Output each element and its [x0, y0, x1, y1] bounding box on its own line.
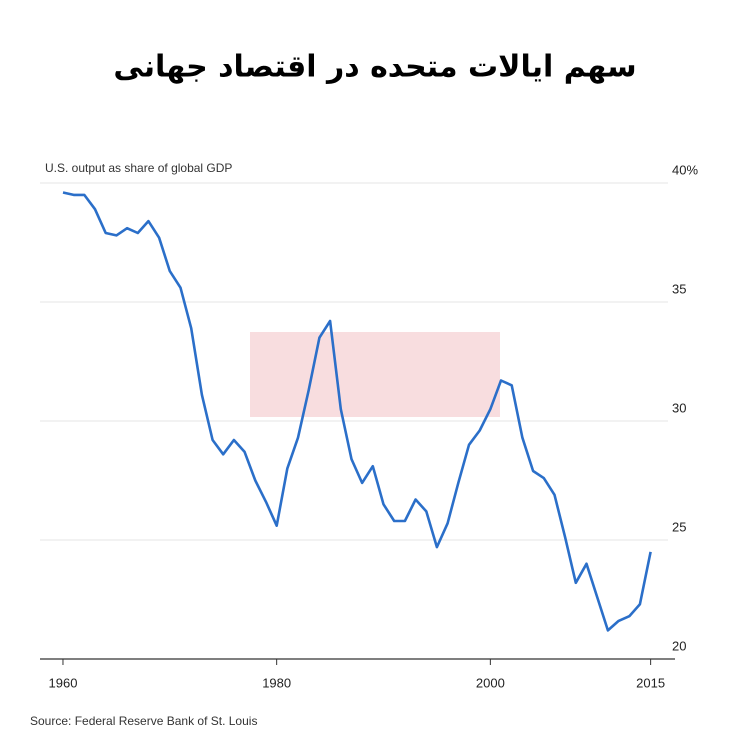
y-tick-label: 35 — [672, 281, 686, 296]
y-tick-label: 30 — [672, 400, 686, 415]
y-tick-label: 40% — [672, 162, 698, 177]
watermark — [250, 332, 500, 417]
y-tick-label: 20 — [672, 638, 686, 653]
source: Source: Federal Reserve Bank of St. Loui… — [30, 714, 257, 728]
x-tick-label: 2000 — [476, 675, 505, 690]
chart-title: سهم ایالات متحده در اقتصاد جهانی — [113, 50, 636, 85]
chart-subtitle: U.S. output as share of global GDP — [45, 161, 232, 175]
x-tick-label: 1980 — [262, 675, 291, 690]
x-tick-label: 2015 — [636, 675, 665, 690]
line — [62, 191, 652, 632]
x-tick-label: 1960 — [49, 675, 78, 690]
y-tick-label: 25 — [672, 519, 686, 534]
